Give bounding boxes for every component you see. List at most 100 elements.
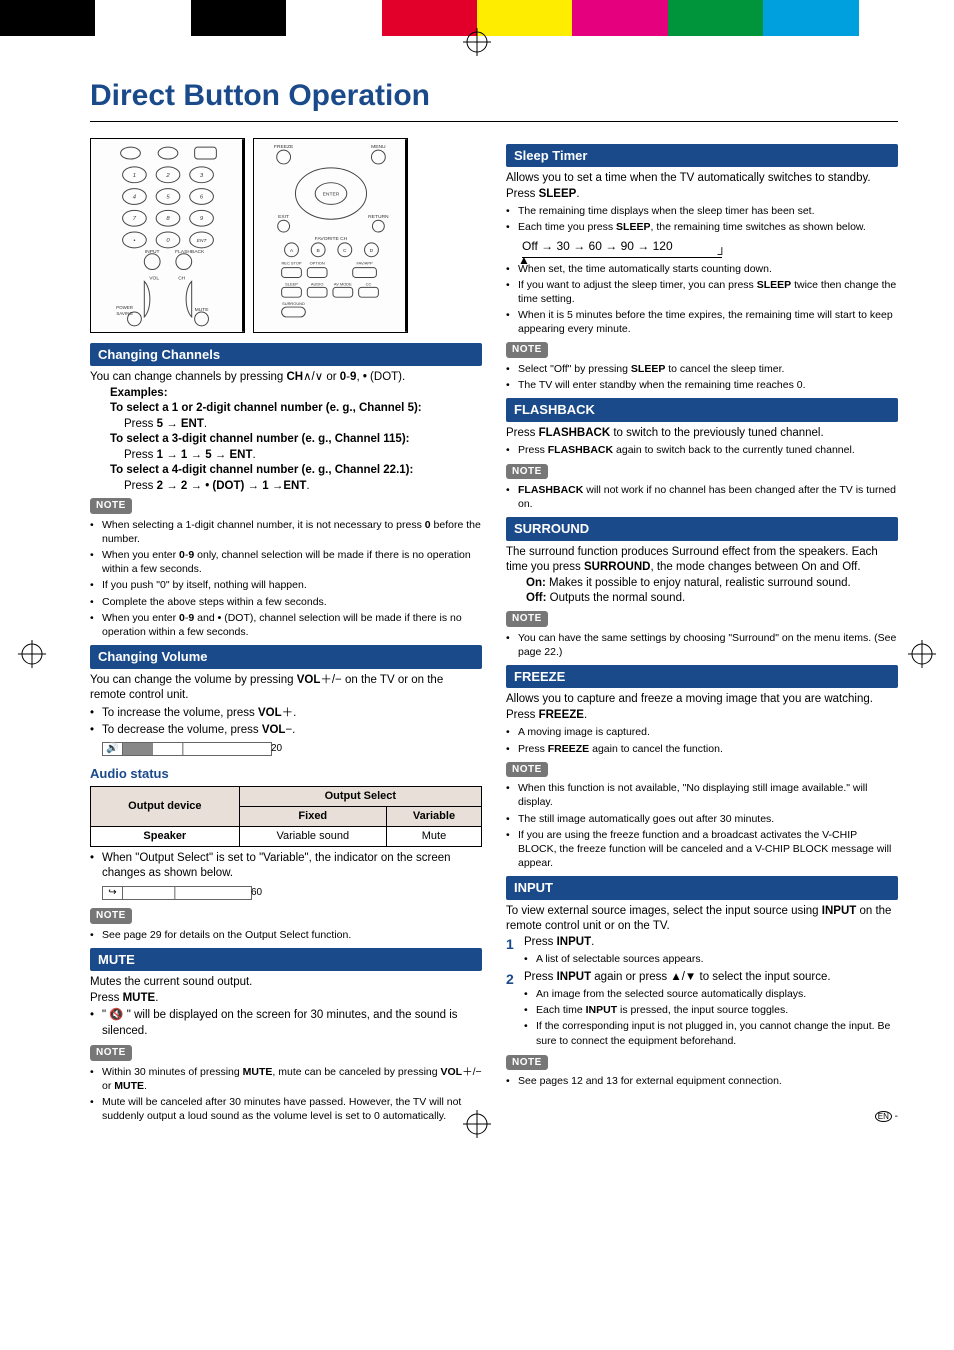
swatch: [572, 0, 667, 36]
svg-text:SLEEP: SLEEP: [285, 281, 298, 286]
note-label: NOTE: [506, 1055, 548, 1071]
svg-text:VOL: VOL: [149, 275, 159, 281]
remote-diagrams: 123 456 789 •0ENT INPUTFLASHBACK VOLCH P…: [90, 138, 482, 333]
body-text: Allows you to capture and freeze a movin…: [506, 692, 898, 708]
audio-status-table: Output deviceOutput Select FixedVariable…: [90, 786, 482, 847]
body-text: You can change the volume by pressing VO…: [90, 673, 482, 704]
note-label: NOTE: [90, 1045, 132, 1061]
volume-bullets: To increase the volume, press VOL＋. To d…: [90, 706, 482, 739]
svg-text:CC: CC: [366, 281, 372, 286]
speaker-icon: 🔊: [103, 743, 123, 755]
note-list: You can have the same settings by choosi…: [506, 631, 898, 659]
audio-status-heading: Audio status: [90, 765, 482, 783]
sleep-sequence: Off → 30 → 60 → 90 → 120 ▲ ┘: [522, 238, 898, 257]
example-1-steps: Press 5 → ENT.: [124, 417, 482, 433]
svg-text:AUDIO: AUDIO: [311, 281, 323, 286]
svg-text:FAVORITE CH: FAVORITE CH: [315, 235, 348, 241]
swatch: [763, 0, 858, 36]
surround-on: On: Makes it possible to enjoy natural, …: [526, 576, 898, 592]
note-label: NOTE: [506, 762, 548, 778]
svg-text:MUTE: MUTE: [195, 307, 210, 313]
section-flashback: FLASHBACK: [506, 398, 898, 422]
note-list: FLASHBACK will not work if no channel ha…: [506, 483, 898, 511]
svg-text:CH: CH: [178, 275, 186, 281]
note-label: NOTE: [90, 498, 132, 514]
swatch: [668, 0, 763, 36]
note-label: NOTE: [506, 464, 548, 480]
mute-icon: 🔇: [109, 1009, 123, 1021]
sleep-post-bullets: When set, the time automatically starts …: [506, 262, 898, 337]
svg-text:RETURN: RETURN: [368, 214, 389, 220]
examples-label: Examples:: [110, 386, 482, 402]
variable-note: When "Output Select" is set to "Variable…: [90, 851, 482, 882]
svg-text:MENU: MENU: [371, 144, 386, 150]
svg-text:REC STOP: REC STOP: [281, 260, 301, 265]
section-surround: SURROUND: [506, 517, 898, 541]
note-list: When selecting a 1-digit channel number,…: [90, 518, 482, 639]
swatch: [477, 0, 572, 36]
svg-text:C: C: [343, 247, 347, 253]
body-text: Mutes the current sound output.: [90, 975, 482, 991]
note-list: See page 29 for details on the Output Se…: [90, 928, 482, 942]
swatch: [382, 0, 477, 36]
body-text: Allows you to set a time when the TV aut…: [506, 171, 898, 187]
freeze-bullets: A moving image is captured. Press FREEZE…: [506, 725, 898, 755]
svg-text:FLASHBACK: FLASHBACK: [175, 248, 205, 254]
swatch: [95, 0, 190, 36]
section-sleep-timer: Sleep Timer: [506, 144, 898, 168]
volume-indicator: 🔊20: [102, 741, 482, 757]
note-label: NOTE: [506, 611, 548, 627]
svg-text:ENTER: ENTER: [323, 191, 340, 197]
svg-text:•: •: [133, 237, 135, 243]
note-list: When this function is not available, "No…: [506, 781, 898, 870]
svg-text:5: 5: [166, 194, 170, 200]
svg-text:8: 8: [166, 216, 170, 222]
svg-text:SURROUND: SURROUND: [282, 301, 305, 306]
body-text: Press SLEEP.: [506, 187, 898, 203]
body-text: The surround function produces Surround …: [506, 545, 898, 576]
body-text: Press FREEZE.: [506, 708, 898, 724]
variable-indicator: ↪60: [102, 884, 482, 900]
note-label: NOTE: [506, 342, 548, 358]
output-icon: ↪: [103, 887, 123, 899]
remote-numeric-diagram: 123 456 789 •0ENT INPUTFLASHBACK VOLCH P…: [90, 138, 245, 333]
section-changing-volume: Changing Volume: [90, 645, 482, 669]
example-3-steps: Press 2 → 2 → • (DOT) → 1 →ENT.: [124, 479, 482, 495]
svg-text:A: A: [290, 247, 294, 253]
body-text: You can change channels by pressing CH∧/…: [90, 370, 482, 386]
note-label: NOTE: [90, 908, 132, 924]
example-1-label: To select a 1 or 2-digit channel number …: [110, 401, 482, 417]
surround-off: Off: Outputs the normal sound.: [526, 591, 898, 607]
svg-text:AV MODE: AV MODE: [334, 281, 352, 286]
svg-text:FAV/APP: FAV/APP: [356, 260, 372, 265]
svg-text:4: 4: [133, 194, 137, 200]
input-steps: 1Press INPUT. A list of selectable sourc…: [506, 935, 898, 1048]
svg-text:INPUT: INPUT: [145, 248, 160, 254]
svg-text:ENT: ENT: [197, 237, 208, 243]
svg-text:FREEZE: FREEZE: [274, 144, 294, 150]
section-input: INPUT: [506, 876, 898, 900]
example-3-label: To select a 4-digit channel number (e. g…: [110, 463, 482, 479]
section-mute: MUTE: [90, 948, 482, 972]
remote-nav-diagram: FREEZEMENU ENTER EXITRETURN FAVORITE CH …: [253, 138, 408, 333]
sleep-bullets: The remaining time displays when the sle…: [506, 204, 898, 234]
section-freeze: FREEZE: [506, 665, 898, 689]
svg-text:1: 1: [133, 172, 136, 178]
swatch: [286, 0, 381, 36]
svg-text:3: 3: [200, 172, 204, 178]
swatch: [0, 0, 95, 36]
svg-text:EXIT: EXIT: [278, 214, 289, 220]
svg-text:SAVING: SAVING: [116, 310, 133, 315]
page-title: Direct Button Operation: [90, 76, 898, 122]
svg-text:D: D: [370, 247, 374, 253]
svg-text:7: 7: [133, 216, 137, 222]
svg-text:OPTION: OPTION: [310, 260, 325, 265]
svg-text:POWER: POWER: [116, 305, 133, 310]
language-badge: EN -: [875, 1110, 898, 1124]
example-2-steps: Press 1 → 1 → 5 → ENT.: [124, 448, 482, 464]
svg-text:2: 2: [165, 172, 170, 178]
note-list: Within 30 minutes of pressing MUTE, mute…: [90, 1065, 482, 1124]
svg-text:B: B: [317, 247, 321, 253]
left-column: 123 456 789 •0ENT INPUTFLASHBACK VOLCH P…: [90, 138, 482, 1126]
printer-color-bar: [0, 0, 954, 36]
